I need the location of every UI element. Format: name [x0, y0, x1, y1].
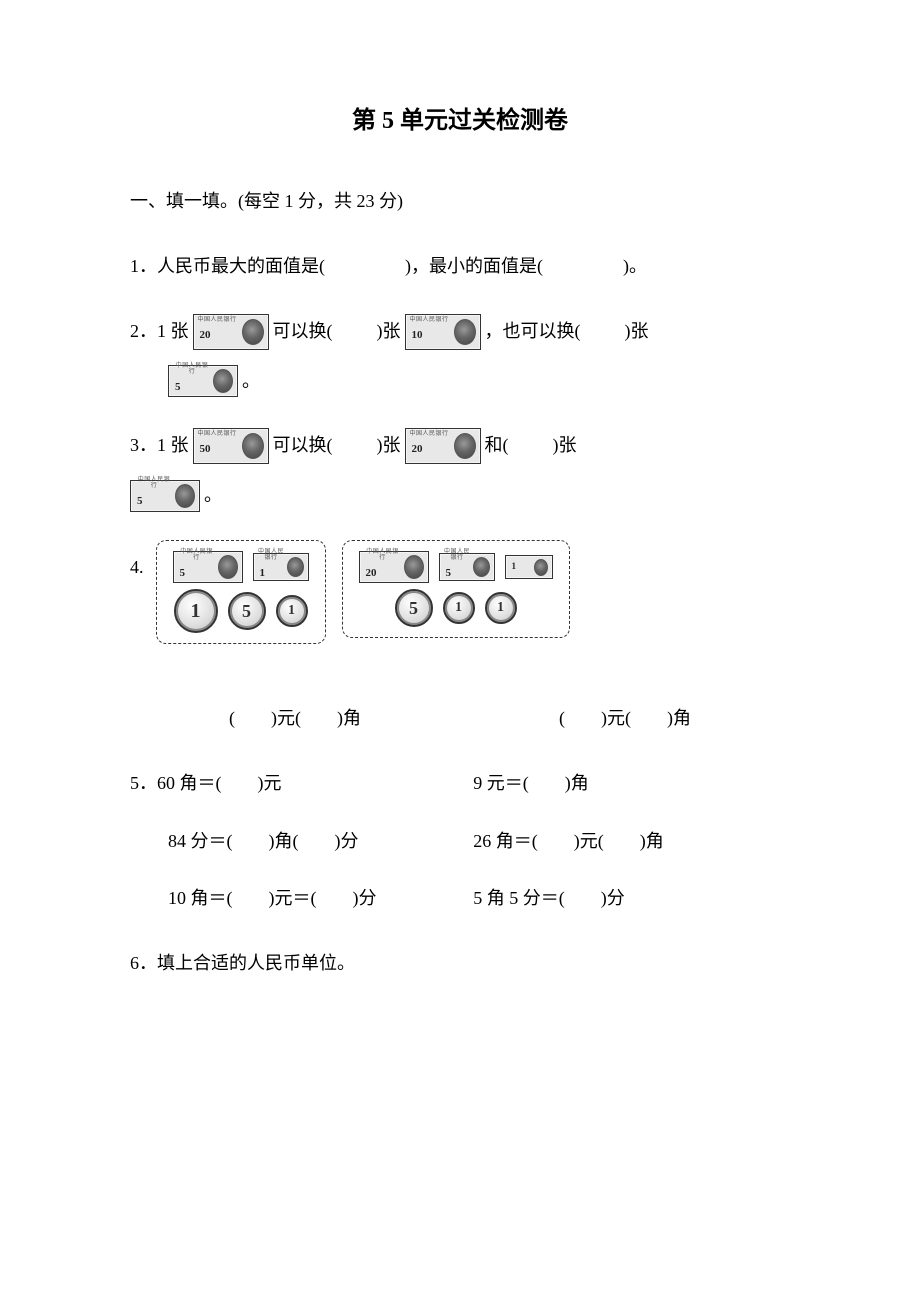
blank — [543, 247, 623, 287]
coin-1jiao-icon: 1 — [443, 592, 475, 624]
blank — [299, 822, 335, 862]
q5-r3-left-b: )元＝( — [269, 888, 317, 908]
question-5: 5．60 角＝( )元 9 元＝( )角 84 分＝( )角( )分 26 角＝… — [130, 764, 790, 919]
q5-r3-right-a: 5 角 5 分＝( — [473, 888, 565, 908]
banknote-5-icon: 中国人民银行5 — [130, 480, 200, 512]
q2-text-f: 。 — [242, 362, 260, 402]
q3-text-b: 可以换( — [273, 426, 333, 466]
question-3: 3．1 张 中国人民银行50 可以换( )张 中国人民银行20 和( )张 中国… — [130, 426, 790, 515]
question-4: 4. 中国人民银行5 中国人民银行1 1 5 — [130, 540, 790, 739]
banknote-20-icon: 中国人民银行20 — [405, 428, 481, 464]
blank — [337, 426, 373, 466]
q5-r2-left-c: )分 — [335, 831, 359, 851]
q2-text-d: ，也可以换( — [485, 312, 581, 352]
q2-text-b: 可以换( — [273, 312, 333, 352]
banknote-10-icon: 中国人民银行10 — [405, 314, 481, 350]
money-box-2: 中国人民银行20 中国人民银行5 1 — [342, 540, 570, 638]
banknote-20-icon: 中国人民银行20 — [193, 314, 269, 350]
q5-r3-left-a: 10 角＝( — [168, 888, 233, 908]
blank — [233, 822, 269, 862]
banknote-5-icon: 中国人民银行5 — [439, 553, 495, 581]
section-heading: 一、填一填。(每空 1 分，共 23 分) — [130, 185, 790, 217]
banknote-1-icon: 1 — [505, 555, 553, 579]
q5-r3-left-c: )分 — [353, 888, 377, 908]
blank — [325, 247, 405, 287]
q3-text-c: )张 — [377, 426, 401, 466]
q5-r1-right-a: 9 元＝( — [473, 773, 529, 793]
coin-5jiao-icon: 5 — [395, 589, 433, 627]
page-title: 第 5 单元过关检测卷 — [130, 100, 790, 135]
blank — [233, 879, 269, 919]
q2-text-a: 2．1 张 — [130, 312, 189, 352]
q3-text-e: )张 — [553, 426, 577, 466]
q1-text-a: 1．人民币最大的面值是( — [130, 256, 325, 276]
coin-5jiao-icon: 5 — [228, 592, 266, 630]
blank — [337, 312, 373, 352]
banknote-5-icon: 中国人民银行5 — [168, 365, 238, 397]
q3-text-a: 3．1 张 — [130, 426, 189, 466]
blank — [585, 312, 621, 352]
question-6: 6．填上合适的人民币单位。 — [130, 944, 790, 984]
blank — [604, 822, 640, 862]
banknote-1-icon: 中国人民银行1 — [253, 553, 309, 581]
q5-r2-left-a: 84 分＝( — [168, 831, 233, 851]
q5-r1-left-b: )元 — [258, 773, 282, 793]
blank — [513, 426, 549, 466]
q2-text-c: )张 — [377, 312, 401, 352]
blank — [529, 764, 565, 804]
banknote-50-icon: 中国人民银行50 — [193, 428, 269, 464]
q2-text-e: )张 — [625, 312, 649, 352]
q5-r1-right-b: )角 — [565, 773, 589, 793]
blank — [538, 822, 574, 862]
banknote-5-icon: 中国人民银行5 — [173, 551, 243, 583]
q5-r2-right-b: )元( — [574, 831, 604, 851]
q5-r2-right-c: )角 — [640, 831, 664, 851]
q5-r1-left-a: 5．60 角＝( — [130, 773, 222, 793]
q1-text-c: )。 — [623, 256, 647, 276]
q5-r3-right-b: )分 — [601, 888, 625, 908]
money-box-1: 中国人民银行5 中国人民银行1 1 5 1 — [156, 540, 326, 644]
q5-r2-right-a: 26 角＝( — [473, 831, 538, 851]
blank — [222, 764, 258, 804]
q1-text-b: )，最小的面值是( — [405, 256, 543, 276]
q4-answer-1: ( )元( )角 — [145, 699, 445, 739]
blank — [317, 879, 353, 919]
q3-text-d: 和( — [485, 426, 509, 466]
blank — [565, 879, 601, 919]
q4-label: 4. — [130, 540, 154, 588]
question-2: 2．1 张 中国人民银行20 可以换( )张 中国人民银行10 ，也可以换( )… — [130, 312, 790, 401]
coin-1jiao-icon: 1 — [276, 595, 308, 627]
q5-r2-left-b: )角( — [269, 831, 299, 851]
q4-answer-2: ( )元( )角 — [475, 699, 775, 739]
q3-text-f: 。 — [204, 476, 222, 516]
q6-text: 6．填上合适的人民币单位。 — [130, 953, 355, 973]
question-1: 1．人民币最大的面值是( )，最小的面值是( )。 — [130, 247, 790, 287]
banknote-20-icon: 中国人民银行20 — [359, 551, 429, 583]
coin-1yuan-icon: 1 — [174, 589, 218, 633]
coin-1jiao-icon: 1 — [485, 592, 517, 624]
